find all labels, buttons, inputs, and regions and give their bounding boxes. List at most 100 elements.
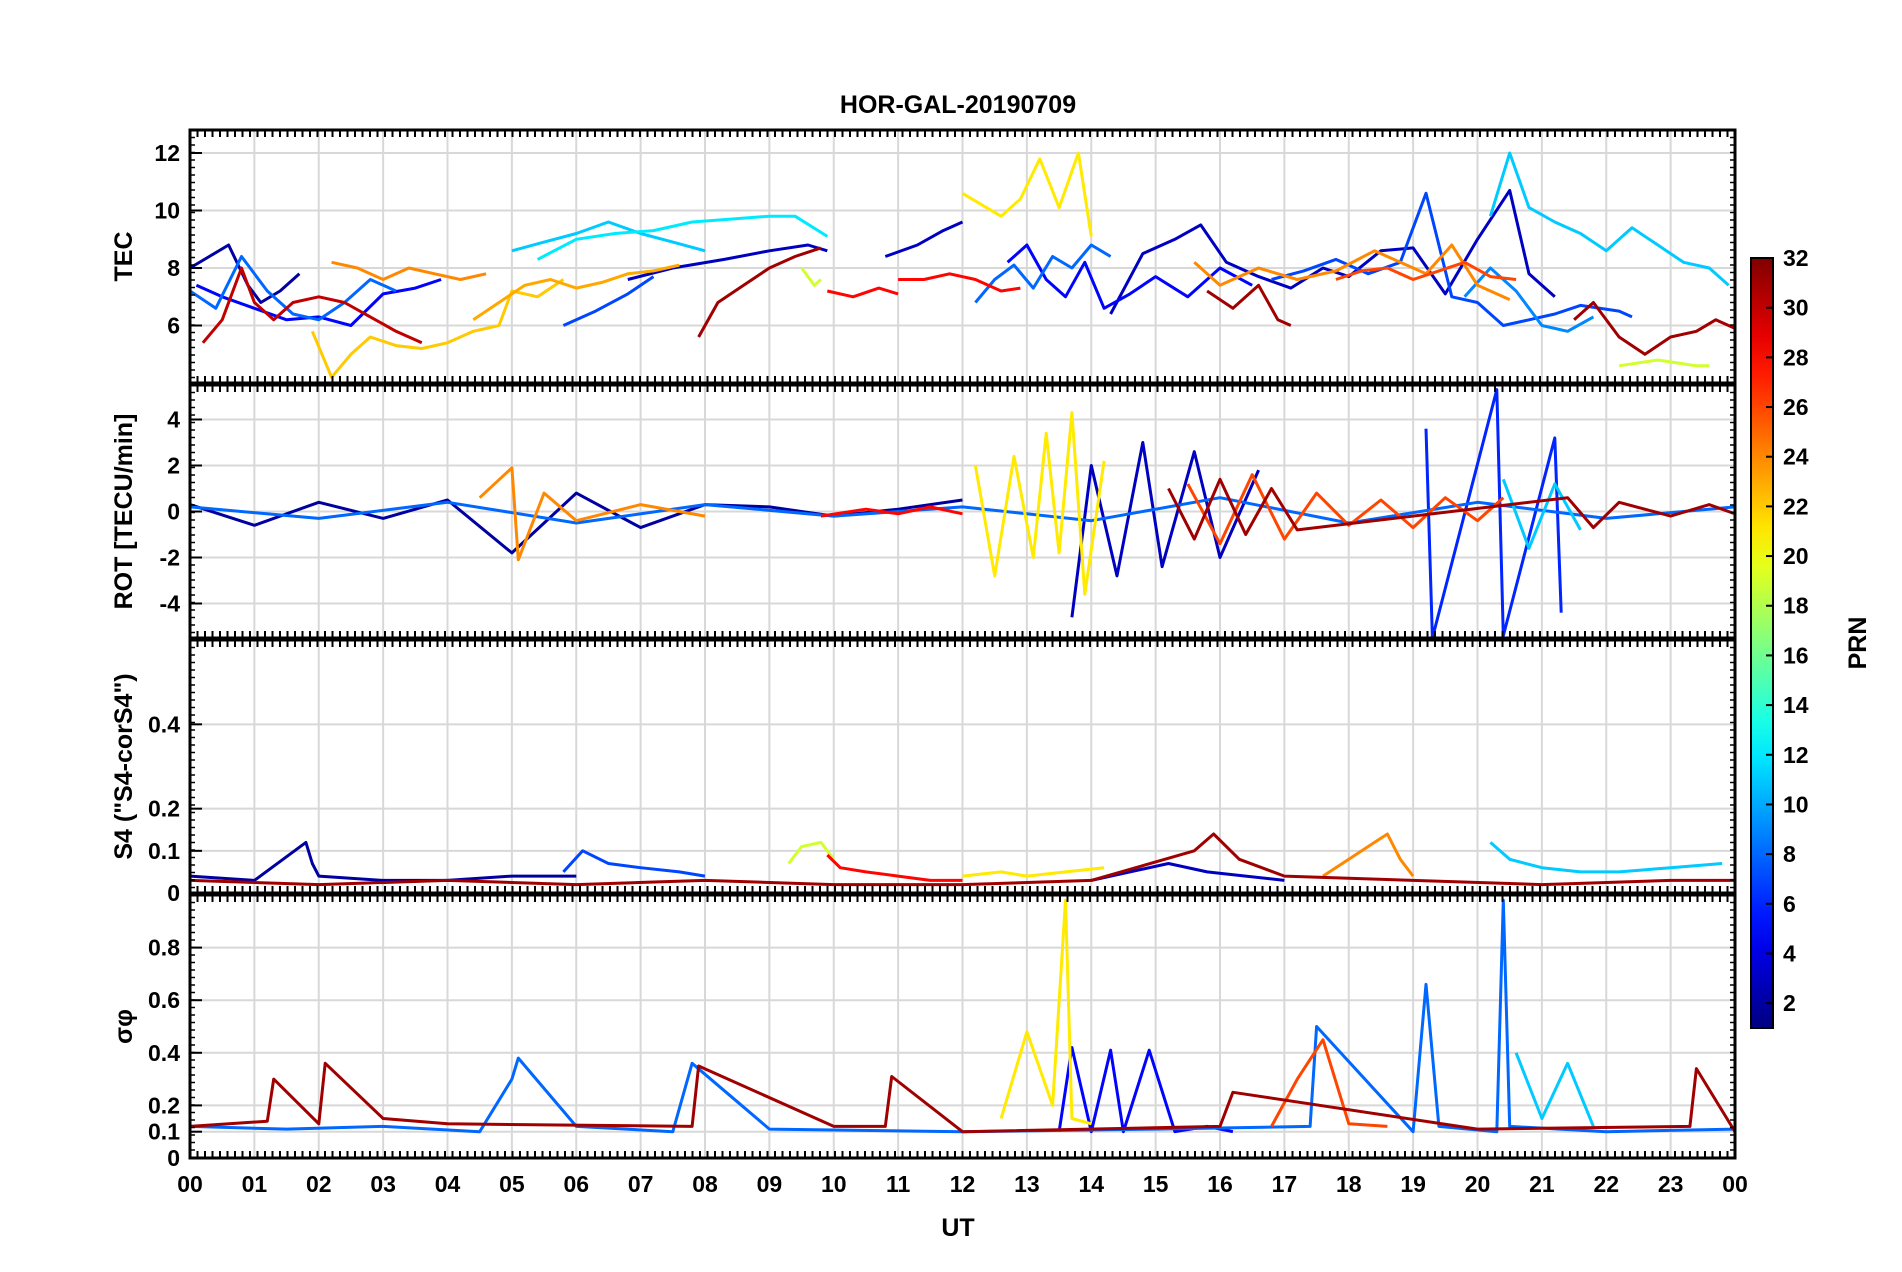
- x-tick-label: 05: [499, 1171, 525, 1197]
- series-line-prn-3: [1070, 441, 1260, 618]
- series-line-prn-31: [1573, 301, 1735, 356]
- x-tick-label: 10: [821, 1171, 847, 1197]
- series-line-prn-19: [787, 840, 835, 865]
- colorbar-gradient: [1750, 257, 1774, 1029]
- y-tick-label: 0: [167, 1145, 180, 1171]
- y-tick-label: 6: [167, 313, 180, 339]
- x-axis-label: UT: [941, 1214, 974, 1242]
- y-tick-label: 8: [167, 255, 180, 281]
- series-line-prn-19: [1618, 358, 1710, 368]
- series-line-prn-24: [1322, 832, 1415, 878]
- x-tick-label: 02: [306, 1171, 332, 1197]
- series-line-prn-8: [190, 255, 397, 322]
- panel-rot: -4 -2 0 2 4 ROT [TECU/min]: [110, 383, 1737, 640]
- y-tick-label: 0.4: [148, 1040, 180, 1066]
- y-tick-label: 0.1: [148, 1119, 180, 1145]
- series-line-prn-30: [201, 266, 423, 345]
- series-line-prn-28: [898, 272, 1021, 293]
- series-line-prn-11: [1501, 478, 1582, 550]
- colorbar-tick-label: 4: [1783, 940, 1796, 966]
- x-tick-label: 15: [1143, 1171, 1169, 1197]
- x-tick-label: 22: [1593, 1171, 1619, 1197]
- colorbar-tick-label: 22: [1783, 493, 1809, 519]
- series-line-prn-7: [562, 849, 706, 878]
- x-tick-label: 18: [1336, 1171, 1362, 1197]
- series-line-prn-5: [195, 278, 442, 327]
- x-tick-label: 13: [1014, 1171, 1040, 1197]
- series-line-prn-11: [1488, 151, 1730, 287]
- series-line-prn-26: [1186, 473, 1505, 546]
- colorbar-tick-label: 14: [1783, 692, 1809, 718]
- y-tick-label: -4: [160, 591, 181, 617]
- series-line-prn-23: [472, 263, 680, 322]
- series-line-prn-31: [190, 832, 1735, 887]
- colorbar-tick-label: 2: [1783, 990, 1796, 1016]
- x-tick-label: 12: [950, 1171, 976, 1197]
- series-line-prn-26: [1335, 260, 1517, 281]
- series-line-prn-31: [1206, 283, 1292, 327]
- y-tick-label: 0.8: [148, 935, 180, 961]
- series-line-prn-21: [962, 866, 1105, 878]
- minor-ticks: [189, 384, 1736, 638]
- x-tick-label: 11: [886, 1171, 911, 1197]
- series-line-prn-3: [627, 243, 828, 281]
- colorbar-tick-label: 8: [1783, 841, 1796, 867]
- series-line-prn-12: [536, 214, 829, 261]
- series-line-prn-24: [478, 466, 706, 562]
- series-line-prn-26: [1270, 1038, 1388, 1128]
- series-line-prn-24: [1193, 243, 1511, 301]
- series-line-prn-8: [190, 496, 1735, 525]
- panel-sigphi: 00.10.2 0.4 0.6 0.8 σφ: [110, 893, 1737, 1171]
- series-line-prn-11: [1514, 1052, 1595, 1127]
- x-tick-label: 17: [1272, 1171, 1298, 1197]
- series-line-prn-11: [511, 220, 706, 253]
- colorbar-tick-label: 26: [1783, 394, 1809, 420]
- x-tick-label: 08: [692, 1171, 718, 1197]
- y-tick-label: 10: [154, 198, 180, 224]
- y-tick-label: 0: [167, 499, 180, 525]
- y-tick-label: 0.2: [148, 1092, 180, 1118]
- series-line-prn-7: [1271, 191, 1633, 327]
- colorbar-tick-label: 18: [1783, 593, 1809, 619]
- series-line-prn-21: [961, 151, 1093, 237]
- x-tick-label: 03: [370, 1171, 396, 1197]
- minor-ticks: [189, 894, 1736, 1159]
- series-line-prn-6: [1424, 388, 1563, 638]
- y-tick-label: -2: [160, 545, 180, 571]
- y-tick-label: 12: [154, 140, 180, 166]
- y-tick-label: 0.2: [148, 796, 180, 822]
- y-axis-label-s4: S4 ("S4-corS4"): [110, 673, 138, 859]
- panel-grid: [190, 385, 1735, 638]
- series-line-prn-7: [562, 275, 655, 327]
- x-tick-label: 20: [1465, 1171, 1491, 1197]
- y-tick-label: 2: [167, 453, 180, 479]
- colorbar-tick-label: 30: [1783, 295, 1809, 321]
- series-line-prn-31: [1167, 477, 1735, 541]
- y-tick-label: 0: [167, 880, 180, 906]
- panel-grid: [190, 130, 1735, 383]
- series-line-prn-28: [826, 286, 899, 299]
- y-axis-label-rot: ROT [TECU/min]: [110, 414, 138, 610]
- y-axis-label-tec: TEC: [110, 232, 138, 282]
- colorbar-tick-label: 6: [1783, 891, 1796, 917]
- colorbar-tick-label: 10: [1783, 791, 1809, 817]
- y-tick-label: 0.4: [148, 711, 180, 737]
- x-tick-label: 01: [242, 1171, 268, 1197]
- panel-s4: 0 0.1 0.2 0.4 S4 ("S4-corS4"): [110, 638, 1737, 906]
- y-tick-label: 0.6: [148, 987, 180, 1013]
- series-line-prn-8: [974, 243, 1112, 304]
- series-line-prn-3: [1090, 862, 1285, 882]
- y-axis-label-sigphi: σφ: [110, 1009, 138, 1044]
- x-tick-label: 19: [1400, 1171, 1426, 1197]
- panel-series: [190, 388, 1735, 638]
- series-line-prn-28: [826, 853, 963, 882]
- x-tick-label: 07: [628, 1171, 654, 1197]
- x-tick-label: 00: [177, 1171, 203, 1197]
- series-line-prn-31: [190, 1061, 1735, 1134]
- series-line-prn-19: [800, 267, 822, 287]
- x-tick-label: 09: [757, 1171, 783, 1197]
- colorbar-label: PRN: [1844, 617, 1872, 670]
